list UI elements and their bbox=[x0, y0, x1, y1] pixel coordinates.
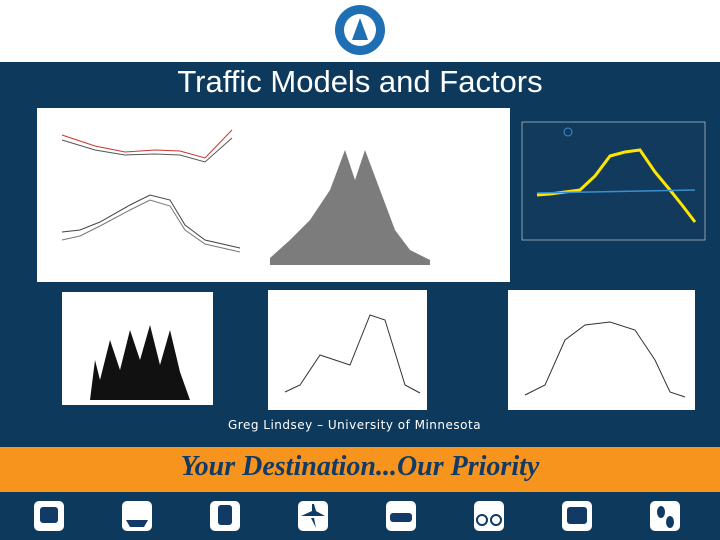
chart-thumbnail-top bbox=[37, 108, 510, 282]
chart-thumbnail-bottom-left bbox=[62, 292, 213, 405]
author-credit: Greg Lindsey – University of Minnesota bbox=[228, 418, 482, 432]
chart-thumbnail-right bbox=[521, 121, 706, 241]
slide-title: Traffic Models and Factors bbox=[177, 64, 543, 99]
tagline: Your Destination...Our Priority bbox=[180, 451, 540, 482]
chart-thumbnail-bottom-middle bbox=[268, 290, 427, 410]
logo bbox=[335, 5, 385, 55]
mode-icons bbox=[34, 501, 680, 531]
tagline-band bbox=[0, 447, 720, 492]
chart-thumbnail-bottom-right bbox=[508, 290, 695, 410]
